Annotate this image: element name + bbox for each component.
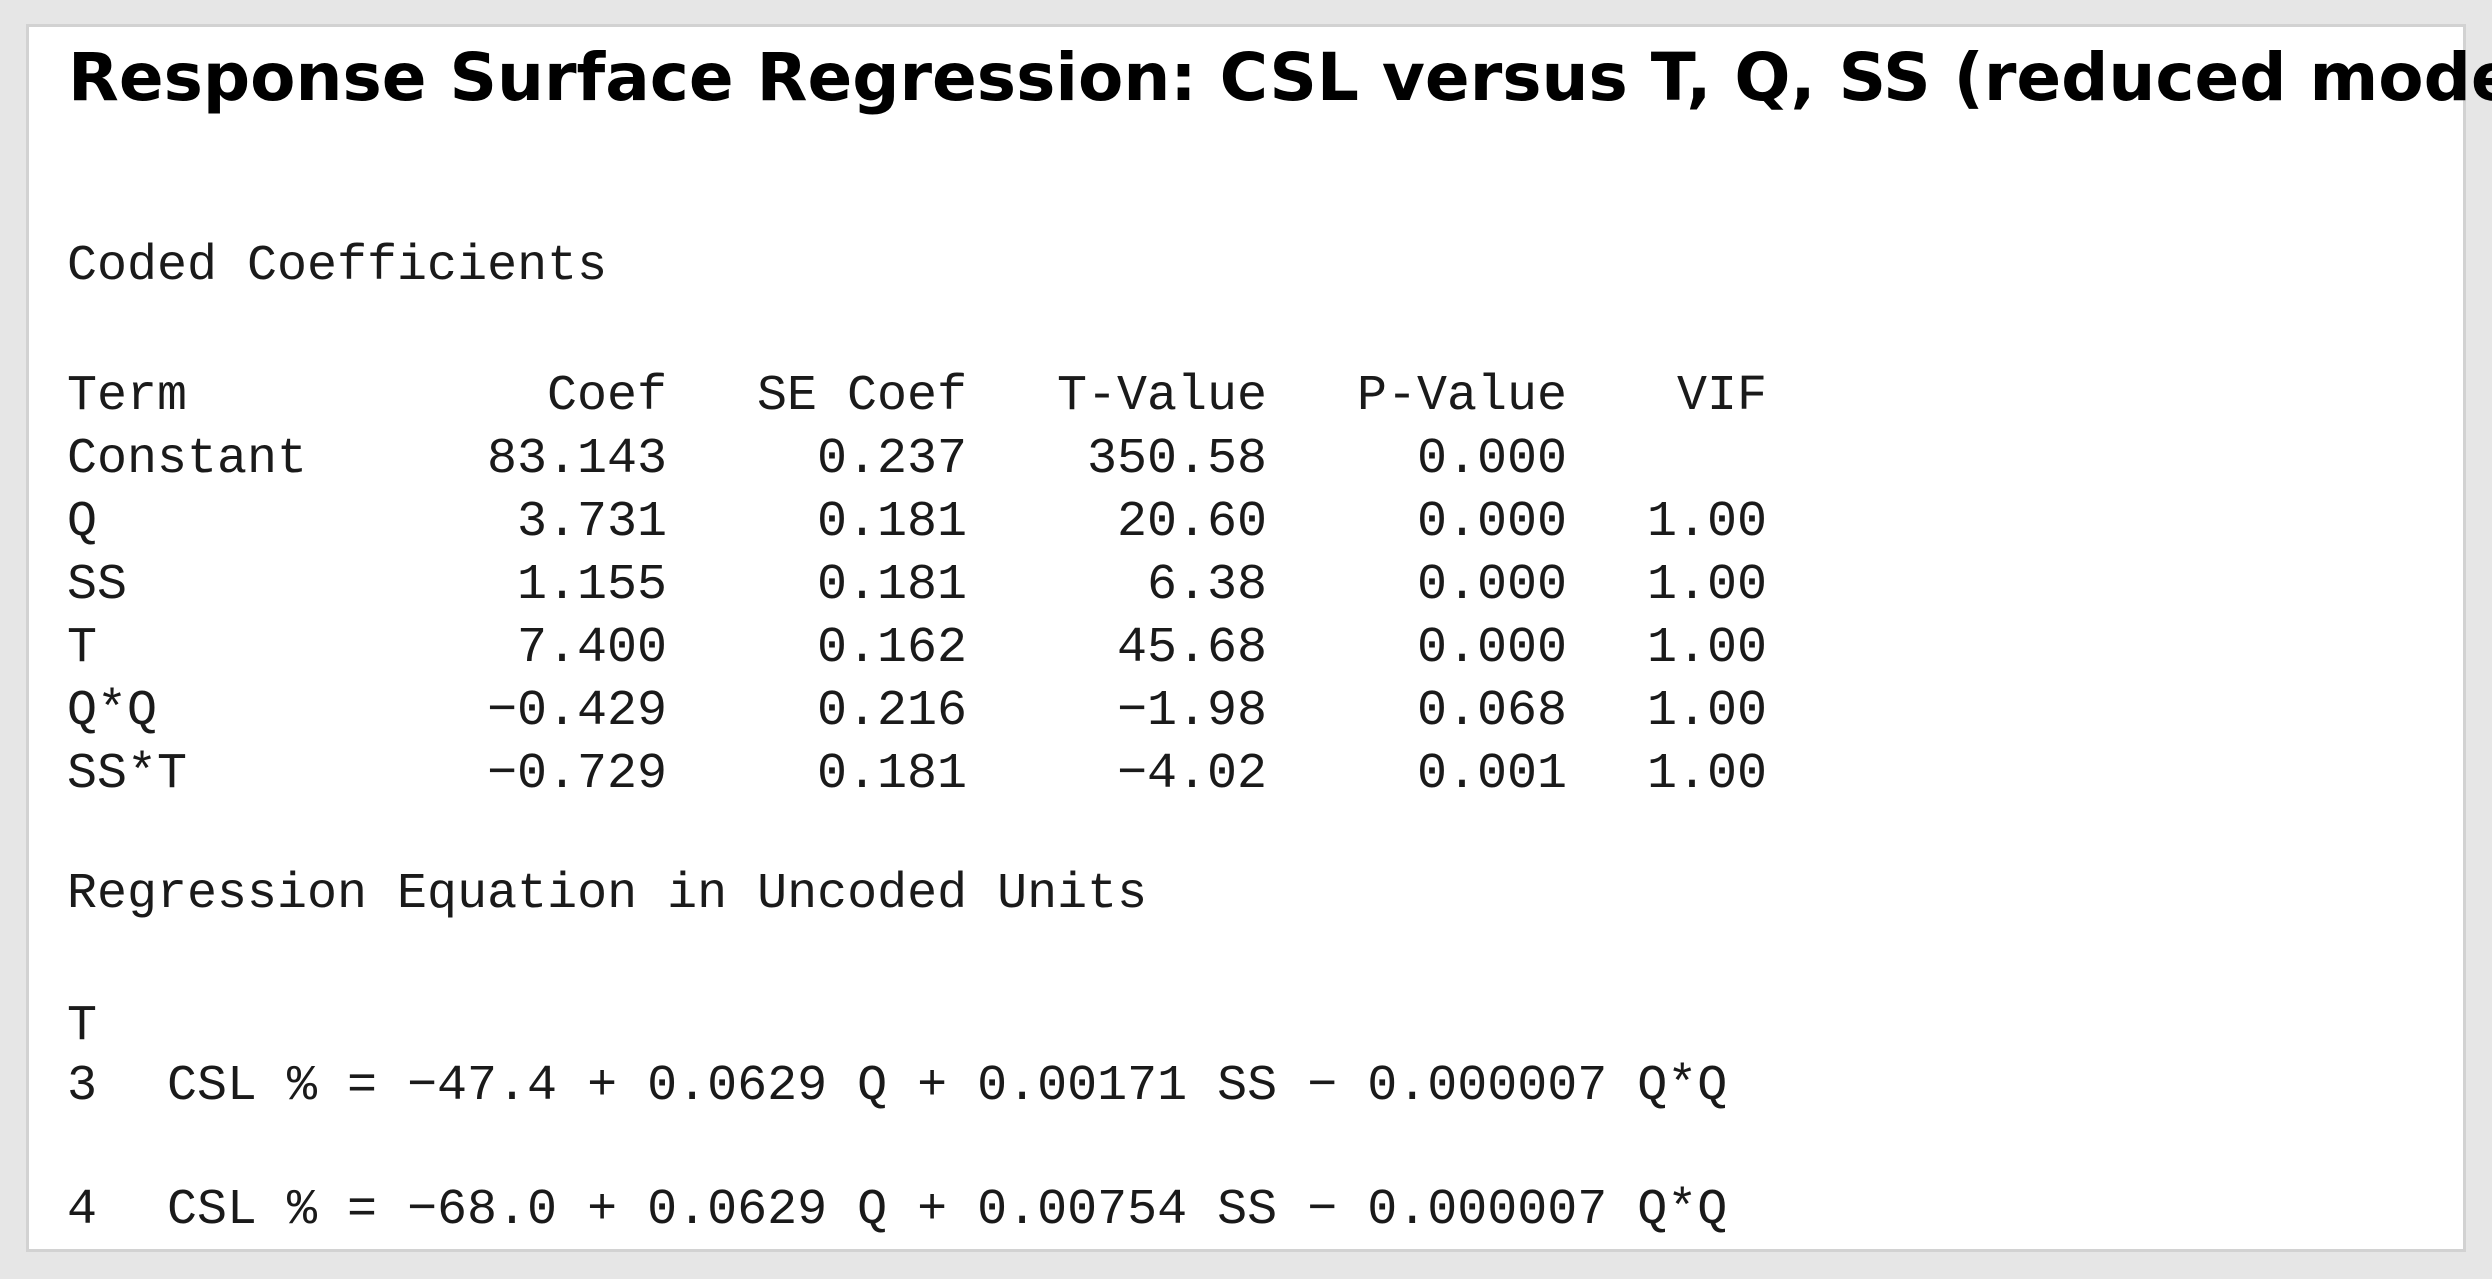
cell-se-coef: 0.162 (816, 620, 967, 677)
cell-coef: 1.155 (516, 557, 667, 614)
cell-term: T (67, 620, 98, 677)
page-title: Response Surface Regression: CSL versus … (68, 39, 2492, 116)
cell-t-value: 20.60 (1116, 494, 1267, 551)
cell-term: Q (67, 494, 98, 551)
cell-p-value: 0.000 (1416, 557, 1567, 614)
table-row: Constant 83.143 0.237 350.58 0.000 (67, 428, 1767, 491)
table-row: Q 3.731 0.181 20.60 0.000 1.00 (67, 491, 1767, 554)
cell-se-coef: 0.237 (816, 431, 967, 488)
cell-coef: 83.143 (486, 431, 667, 488)
table-row: SS*T −0.729 0.181 −4.02 0.001 1.00 (67, 743, 1767, 806)
regression-equation-heading: Regression Equation in Uncoded Units (67, 866, 1148, 923)
cell-term: Q*Q (67, 683, 158, 740)
equation-level: 3 (67, 1058, 98, 1115)
cell-se-coef: 0.181 (816, 494, 967, 551)
cell-p-value: 0.001 (1416, 746, 1567, 803)
cell-vif: 1.00 (1646, 746, 1767, 803)
equation-text: CSL % = −47.4 + 0.0629 Q + 0.00171 SS − … (167, 1058, 1728, 1115)
cell-p-value: 0.068 (1416, 683, 1567, 740)
cell-vif (1567, 428, 1767, 491)
cell-vif: 1.00 (1646, 494, 1767, 551)
cell-p-value: 0.000 (1416, 494, 1567, 551)
cell-vif: 1.00 (1646, 557, 1767, 614)
cell-t-value: 45.68 (1116, 620, 1267, 677)
cell-coef: 3.731 (516, 494, 667, 551)
cell-term: SS*T (67, 746, 188, 803)
table-header-row: Term Coef SE Coef T-Value P-Value VIF (67, 365, 1767, 428)
factor-label: T (67, 998, 98, 1055)
table-row: Q*Q −0.429 0.216 −1.98 0.068 1.00 (67, 680, 1767, 743)
column-header-vif: VIF (1676, 368, 1767, 425)
cell-p-value: 0.000 (1416, 431, 1567, 488)
column-header-term: Term (67, 368, 188, 425)
cell-coef: 7.400 (516, 620, 667, 677)
coded-coefficients-heading: Coded Coefficients (67, 238, 608, 295)
column-header-t-value: T-Value (1056, 368, 1267, 425)
cell-vif: 1.00 (1646, 620, 1767, 677)
column-header-p-value: P-Value (1356, 368, 1567, 425)
equation-row: 4 CSL % = −68.0 + 0.0629 Q + 0.00754 SS −… (67, 1186, 1727, 1236)
table-row: T 7.400 0.162 45.68 0.000 1.00 (67, 617, 1767, 680)
cell-se-coef: 0.216 (816, 683, 967, 740)
equation-text: CSL % = −68.0 + 0.0629 Q + 0.00754 SS − … (167, 1182, 1728, 1239)
cell-t-value: −4.02 (1116, 746, 1267, 803)
cell-se-coef: 0.181 (816, 557, 967, 614)
equation-row: 3 CSL % = −47.4 + 0.0629 Q + 0.00171 SS −… (67, 1062, 1727, 1112)
cell-t-value: −1.98 (1116, 683, 1267, 740)
table-row: SS 1.155 0.181 6.38 0.000 1.00 (67, 554, 1767, 617)
column-header-se-coef: SE Coef (756, 368, 967, 425)
equation-level: 4 (67, 1182, 98, 1239)
output-panel: Response Surface Regression: CSL versus … (26, 24, 2492, 1252)
coefficients-table: Term Coef SE Coef T-Value P-Value VIF Co… (67, 365, 1767, 806)
column-header-coef: Coef (546, 368, 667, 425)
cell-p-value: 0.000 (1416, 620, 1567, 677)
cell-term: SS (67, 557, 128, 614)
cell-term: Constant (67, 431, 308, 488)
cell-coef: −0.729 (486, 746, 667, 803)
cell-t-value: 6.38 (1146, 557, 1267, 614)
cell-vif: 1.00 (1646, 683, 1767, 740)
cell-se-coef: 0.181 (816, 746, 967, 803)
cell-coef: −0.429 (486, 683, 667, 740)
cell-t-value: 350.58 (1086, 431, 1267, 488)
